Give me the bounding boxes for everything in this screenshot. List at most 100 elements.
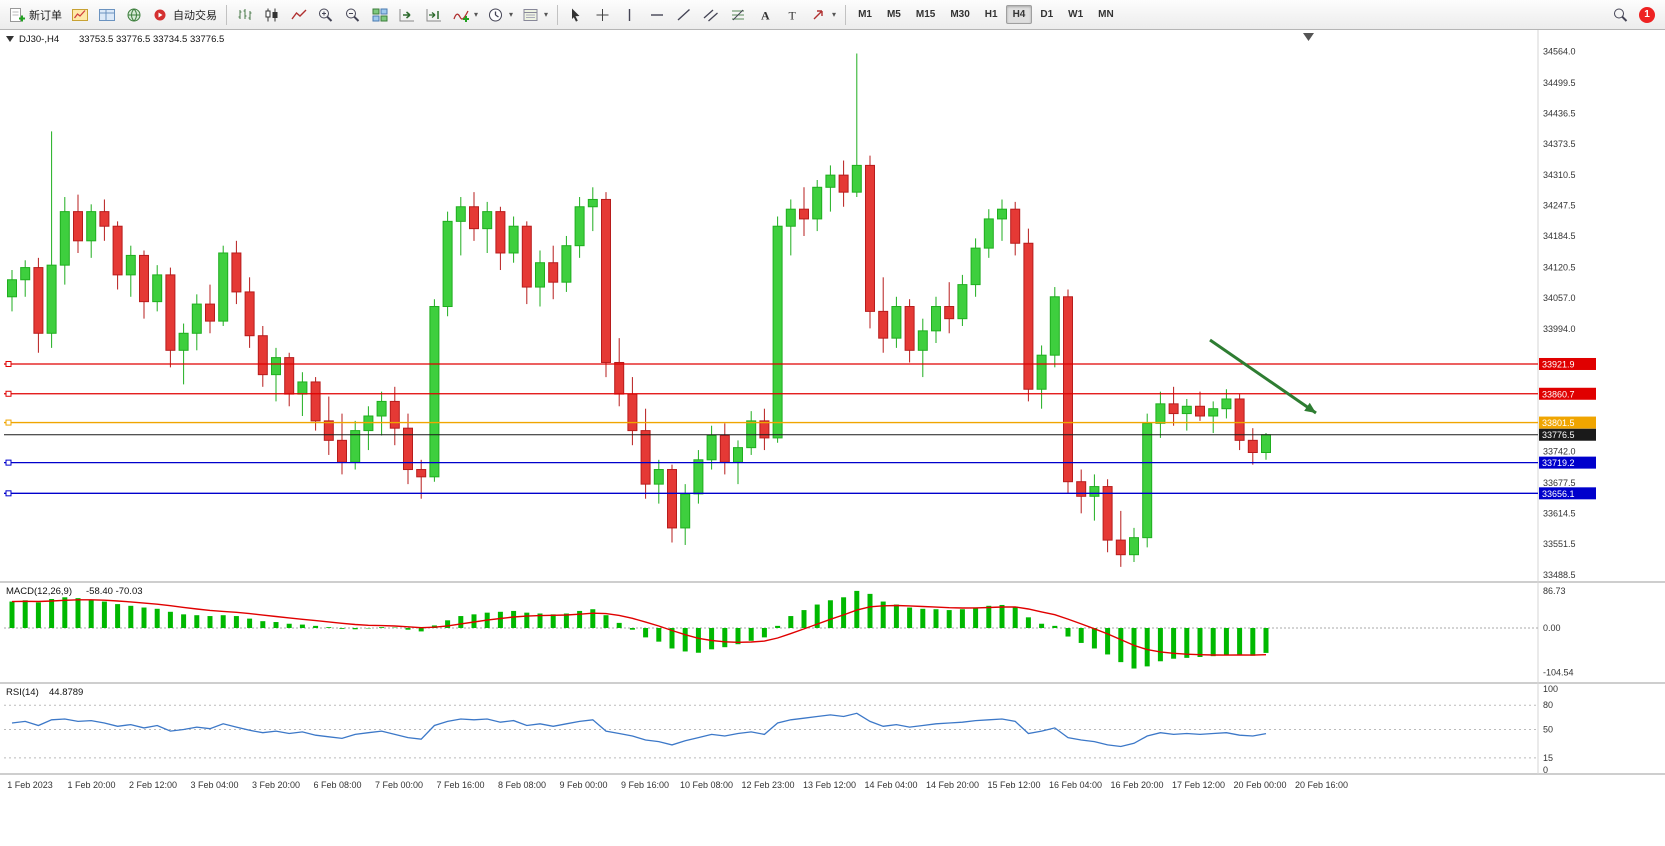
timeframe-h1[interactable]: H1 <box>978 5 1005 24</box>
toolbar-right-group: 1 <box>1608 4 1655 26</box>
zoom-in-button[interactable] <box>313 4 339 26</box>
auto-scroll-icon <box>399 8 414 21</box>
svg-text:100: 100 <box>1543 684 1558 694</box>
line-handle[interactable] <box>5 360 12 367</box>
svg-text:-104.54: -104.54 <box>1543 668 1574 678</box>
dropdown-caret: ▾ <box>832 10 837 19</box>
svg-text:14 Feb 20:00: 14 Feb 20:00 <box>926 780 979 790</box>
auto-trading-icon <box>154 9 166 20</box>
svg-text:6 Feb 08:00: 6 Feb 08:00 <box>313 780 361 790</box>
price-badge-label: 33719.2 <box>1542 458 1575 468</box>
indicators-button[interactable]: ▾ <box>448 4 482 26</box>
fibonacci-button[interactable] <box>725 4 751 26</box>
chart-shift-marker[interactable] <box>1303 33 1314 41</box>
new-order-button[interactable]: 新订单 <box>4 4 66 26</box>
line-handle[interactable] <box>5 459 12 466</box>
svg-text:17 Feb 12:00: 17 Feb 12:00 <box>1172 780 1225 790</box>
svg-text:33488.5: 33488.5 <box>1543 570 1576 580</box>
auto-scroll-button[interactable] <box>394 4 420 26</box>
notification-badge[interactable]: 1 <box>1639 6 1655 23</box>
svg-text:A: A <box>761 8 770 22</box>
timeframe-m5[interactable]: M5 <box>880 5 908 24</box>
label-tool-button[interactable]: T <box>779 4 805 26</box>
price-axis[interactable]: 34564.0 34499.5 34436.5 34373.5 34310.5 34247… <box>1543 47 1576 580</box>
horizontal-line-button[interactable] <box>644 4 670 26</box>
price-badge <box>1539 416 1596 429</box>
channel-button[interactable] <box>698 4 724 26</box>
bar-chart-button[interactable] <box>232 4 258 26</box>
arrow-objects-button[interactable]: ▾ <box>806 4 840 26</box>
svg-text:7 Feb 16:00: 7 Feb 16:00 <box>436 780 484 790</box>
rsi-panel: 100 80 50 15 0 <box>4 684 1558 775</box>
svg-text:33742.0: 33742.0 <box>1543 447 1576 457</box>
time-axis[interactable]: 1 Feb 2023 1 Feb 20:00 2 Feb 12:00 3 Feb 04… <box>7 780 1348 790</box>
data-window-icon <box>99 8 115 21</box>
line-handle[interactable] <box>5 390 12 397</box>
tile-windows-button[interactable] <box>367 4 393 26</box>
price-badge-label: 33776.5 <box>1542 430 1575 440</box>
periods-button[interactable]: ▾ <box>483 4 517 26</box>
one-click-trading-toggle[interactable] <box>6 36 14 42</box>
timeframe-m15[interactable]: M15 <box>909 5 942 24</box>
line-handle[interactable] <box>5 490 12 497</box>
macd-signal-line <box>11 599 1267 656</box>
vertical-line-button[interactable] <box>617 4 643 26</box>
rsi-line <box>11 712 1267 748</box>
timeframe-m1[interactable]: M1 <box>851 5 879 24</box>
dropdown-caret: ▾ <box>544 10 549 19</box>
text-tool-button[interactable]: A <box>752 4 778 26</box>
svg-text:14 Feb 04:00: 14 Feb 04:00 <box>864 780 917 790</box>
line-chart-button[interactable] <box>286 4 312 26</box>
timeframe-mn[interactable]: MN <box>1091 5 1121 24</box>
dropdown-caret: ▾ <box>509 10 514 19</box>
trend-arrow[interactable] <box>1209 338 1317 415</box>
line-handle[interactable] <box>5 419 12 426</box>
svg-text:33994.0: 33994.0 <box>1543 324 1576 334</box>
crosshair-button[interactable] <box>590 4 616 26</box>
templates-icon <box>523 8 538 21</box>
svg-text:50: 50 <box>1543 725 1553 735</box>
svg-text:34057.0: 34057.0 <box>1543 293 1576 303</box>
cursor-button[interactable] <box>563 4 589 26</box>
chart-window[interactable]: DJ30-,H4 33753.5 33776.5 33734.5 33776.5… <box>0 30 1665 846</box>
timeframe-d1[interactable]: D1 <box>1033 5 1060 24</box>
new-order-label: 新订单 <box>29 9 62 22</box>
templates-button[interactable]: ▾ <box>518 4 552 26</box>
timeframe-m30[interactable]: M30 <box>943 5 976 24</box>
timeframe-w1[interactable]: W1 <box>1061 5 1090 24</box>
candlestick-chart-button[interactable] <box>259 4 285 26</box>
svg-text:33614.5: 33614.5 <box>1543 509 1576 519</box>
timeframe-h4[interactable]: H4 <box>1005 5 1033 24</box>
price-badge-label: 33656.1 <box>1542 489 1575 499</box>
chart-shift-icon <box>426 8 441 21</box>
fibonacci-icon <box>732 9 745 20</box>
auto-trading-button[interactable]: 自动交易 <box>148 4 221 26</box>
tile-windows-icon <box>372 8 388 21</box>
panel-separators <box>0 30 1665 775</box>
trendline-button[interactable] <box>671 4 697 26</box>
new-order-icon <box>10 7 25 22</box>
navigator-button[interactable] <box>121 4 147 26</box>
vline-icon <box>628 8 631 21</box>
svg-text:20 Feb 16:00: 20 Feb 16:00 <box>1295 780 1348 790</box>
chart-shift-button[interactable] <box>421 4 447 26</box>
svg-text:34247.5: 34247.5 <box>1543 201 1576 211</box>
svg-text:34436.5: 34436.5 <box>1543 109 1576 119</box>
svg-text:34120.5: 34120.5 <box>1543 262 1576 272</box>
main-toolbar: 新订单 自动交易 ▾ ▾ ▾ <box>0 0 1665 30</box>
svg-text:0: 0 <box>1543 765 1548 775</box>
rsi-value: 44.8789 <box>49 687 83 698</box>
candles-icon <box>265 8 278 21</box>
search-icon <box>1614 8 1628 22</box>
navigator-icon <box>127 8 141 21</box>
svg-text:9 Feb 16:00: 9 Feb 16:00 <box>621 780 669 790</box>
zoom-out-button[interactable] <box>340 4 366 26</box>
market-watch-button[interactable] <box>67 4 93 26</box>
svg-text:15 Feb 12:00: 15 Feb 12:00 <box>987 780 1040 790</box>
svg-text:1 Feb 2023: 1 Feb 2023 <box>7 780 53 790</box>
channel-icon <box>703 9 718 21</box>
search-button[interactable] <box>1608 4 1634 26</box>
price-chart[interactable]: DJ30-,H4 33753.5 33776.5 33734.5 33776.5… <box>0 30 1665 846</box>
data-window-button[interactable] <box>94 4 120 26</box>
rsi-label: RSI(14) <box>6 687 39 698</box>
